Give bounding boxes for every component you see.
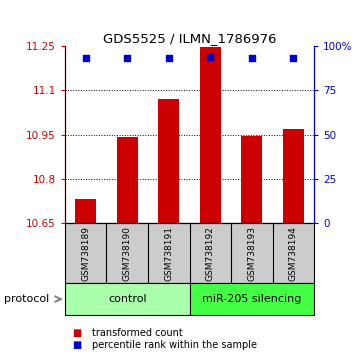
Point	[166, 56, 172, 61]
Text: GSM738192: GSM738192	[206, 225, 215, 281]
Text: GSM738194: GSM738194	[289, 225, 298, 281]
Text: control: control	[108, 294, 147, 304]
Point	[124, 56, 130, 61]
Bar	[65, 283, 190, 315]
Title: GDS5525 / ILMN_1786976: GDS5525 / ILMN_1786976	[103, 32, 276, 45]
Text: GSM738189: GSM738189	[81, 225, 90, 281]
Bar	[190, 283, 314, 315]
Text: GSM738190: GSM738190	[123, 225, 132, 281]
Text: transformed count: transformed count	[92, 329, 183, 338]
Point	[83, 56, 89, 61]
Bar	[283, 129, 304, 223]
Bar	[117, 137, 138, 223]
Bar	[242, 136, 262, 223]
Text: miR-205 silencing: miR-205 silencing	[202, 294, 301, 304]
Text: percentile rank within the sample: percentile rank within the sample	[92, 340, 257, 350]
Text: ■: ■	[72, 340, 82, 350]
Text: protocol: protocol	[4, 294, 49, 304]
Text: GSM738193: GSM738193	[247, 225, 256, 281]
Bar	[200, 47, 221, 223]
Text: GSM738191: GSM738191	[164, 225, 173, 281]
Point	[208, 54, 213, 59]
Point	[249, 56, 255, 61]
Point	[290, 56, 296, 61]
Text: ■: ■	[72, 329, 82, 338]
Bar	[75, 199, 96, 223]
Bar	[158, 99, 179, 223]
